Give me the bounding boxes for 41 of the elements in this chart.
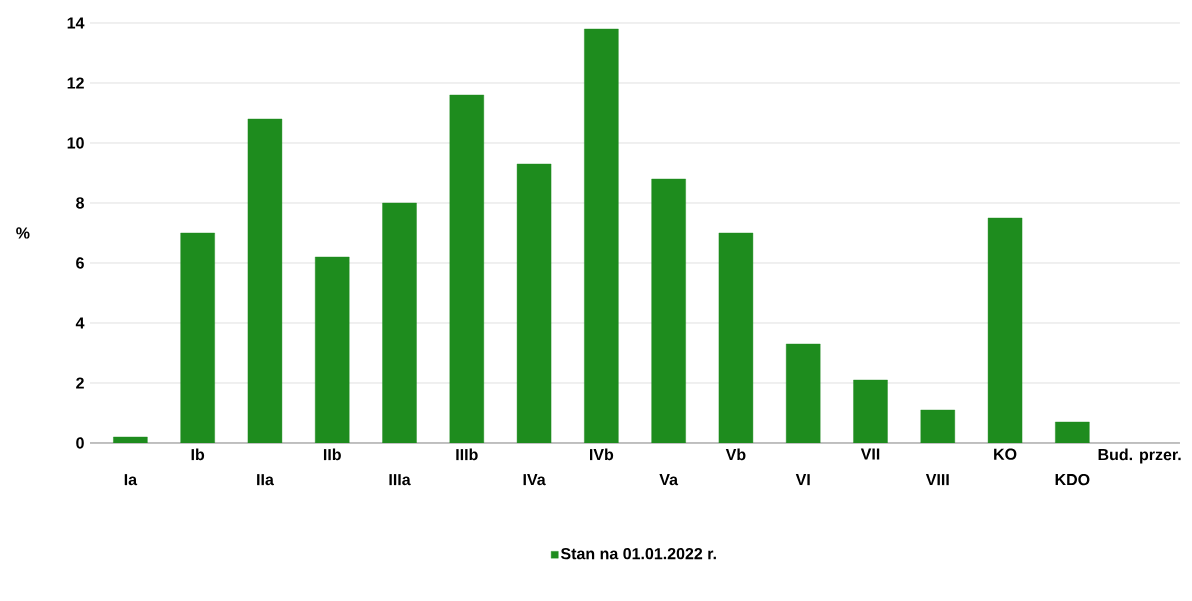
x-tick-label: VI — [795, 474, 810, 486]
x-tick-label: Ia — [124, 474, 138, 486]
x-tick-label: Bud. przer. — [1098, 448, 1181, 464]
bar — [382, 202, 417, 443]
y-axis-title: % — [16, 227, 30, 239]
x-tick-label: Ib — [191, 448, 205, 461]
bar — [247, 118, 283, 443]
y-tick-label: 0 — [76, 437, 84, 449]
bar — [449, 94, 484, 443]
x-tick-label: IIIb — [456, 448, 478, 461]
bar — [113, 436, 148, 443]
bar — [920, 409, 955, 443]
x-tick-label: Vb — [725, 448, 746, 461]
legend-label: Stan na 01.01.2022 r. — [560, 547, 716, 560]
bar — [584, 28, 619, 443]
y-tick-label: 12 — [67, 77, 84, 89]
bar — [651, 178, 686, 443]
x-tick-label: IIIa — [389, 474, 411, 486]
y-tick-label: 2 — [76, 377, 84, 389]
x-tick-label: VII — [860, 448, 880, 460]
bar — [516, 163, 552, 443]
x-tick-label: IIb — [323, 448, 341, 461]
x-tick-label: VIII — [925, 474, 949, 486]
y-tick-label: 10 — [67, 137, 84, 149]
bar — [315, 256, 350, 443]
x-tick-label: IVa — [523, 474, 546, 486]
bar — [786, 343, 821, 443]
bar — [180, 232, 215, 443]
y-tick-label: 8 — [76, 197, 84, 209]
x-tick-label: IVb — [589, 448, 614, 461]
x-tick-label: Va — [659, 474, 679, 486]
y-tick-label: 4 — [75, 317, 85, 329]
bar — [987, 217, 1023, 443]
x-tick-label: KO — [994, 448, 1017, 460]
x-tick-label: IIa — [257, 474, 274, 486]
bar — [1055, 421, 1090, 443]
y-tick-label: 14 — [67, 17, 85, 29]
y-tick-label: 6 — [76, 257, 84, 269]
bar — [718, 232, 754, 443]
x-tick-label: KDO — [1055, 473, 1090, 486]
bar — [853, 379, 888, 443]
